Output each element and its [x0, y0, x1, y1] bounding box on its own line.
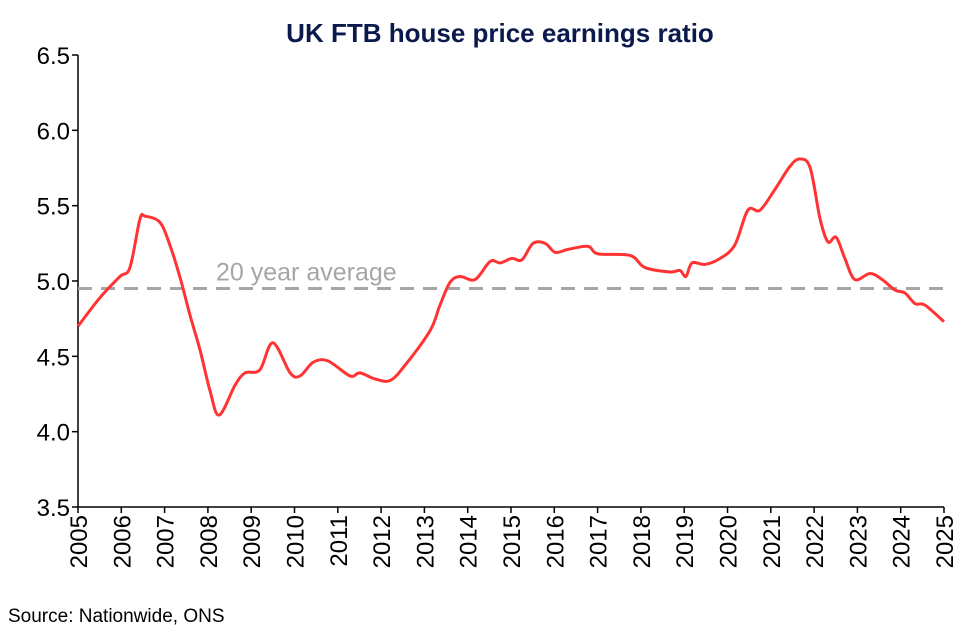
y-tick-label: 4.0 [37, 420, 70, 447]
y-tick-label: 6.0 [37, 118, 70, 145]
x-tick-label: 2005 [66, 515, 93, 568]
x-tick-label: 2025 [932, 515, 959, 568]
x-tick-label: 2014 [456, 515, 483, 568]
x-tick-label: 2016 [542, 515, 569, 568]
average-label: 20 year average [216, 259, 397, 287]
y-tick-label: 4.5 [37, 344, 70, 371]
x-tick-label: 2009 [239, 515, 266, 568]
x-tick-label: 2013 [412, 515, 439, 568]
x-axis: 2005 2006 2007 2008 2009 2010 2011 2012 2013 2014… [66, 506, 959, 568]
y-axis: 3.5 4.0 4.5 5.0 5.5 6.0 6.5 [37, 43, 79, 522]
x-tick-label: 2012 [369, 515, 396, 568]
series-line [76, 157, 945, 417]
y-tick-label: 6.5 [37, 43, 70, 70]
x-tick-label: 2015 [499, 515, 526, 568]
x-tick-label: 2019 [672, 515, 699, 568]
chart-title: UK FTB house price earnings ratio [286, 18, 714, 48]
x-tick-label: 2021 [759, 515, 786, 568]
x-tick-label: 2008 [196, 515, 223, 568]
x-tick-label: 2022 [802, 515, 829, 568]
y-tick-label: 5.5 [37, 194, 70, 221]
x-tick-label: 2011 [326, 515, 353, 567]
x-tick-label: 2024 [889, 515, 916, 568]
y-tick-label: 3.5 [37, 495, 70, 522]
x-tick-label: 2017 [586, 515, 613, 568]
x-tick-label: 2018 [629, 515, 656, 568]
x-tick-label: 2023 [845, 515, 872, 568]
x-tick-label: 2007 [153, 515, 180, 568]
x-tick-label: 2006 [109, 515, 136, 568]
y-tick-label: 5.0 [37, 269, 70, 296]
x-tick-label: 2010 [283, 515, 310, 568]
source-note: Source: Nationwide, ONS [8, 606, 225, 627]
x-tick-label: 2020 [716, 515, 743, 568]
